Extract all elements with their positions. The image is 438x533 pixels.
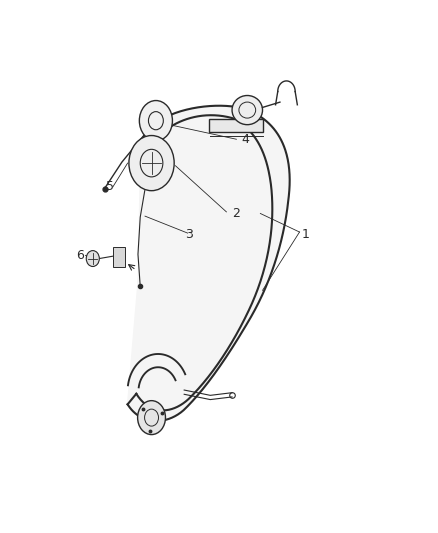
Circle shape xyxy=(86,251,99,266)
FancyBboxPatch shape xyxy=(209,118,263,132)
FancyBboxPatch shape xyxy=(113,247,125,267)
Text: 4: 4 xyxy=(241,133,249,146)
Circle shape xyxy=(139,101,173,141)
Circle shape xyxy=(138,401,166,434)
Text: 6: 6 xyxy=(76,249,84,262)
Text: 3: 3 xyxy=(184,228,192,241)
Ellipse shape xyxy=(232,95,262,125)
Text: 5: 5 xyxy=(106,181,114,193)
Text: 2: 2 xyxy=(233,207,240,220)
Text: 1: 1 xyxy=(302,228,310,241)
Circle shape xyxy=(129,135,174,191)
Polygon shape xyxy=(127,106,290,421)
